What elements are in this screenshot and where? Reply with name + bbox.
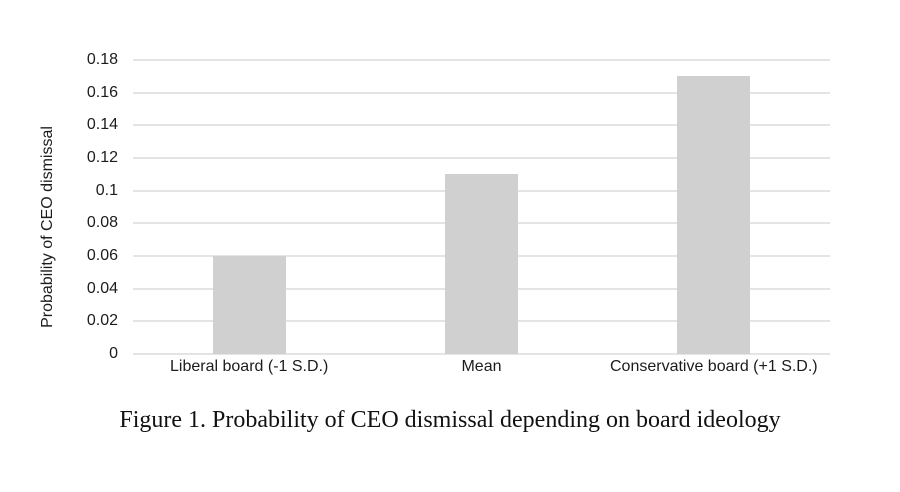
x-axis: Liberal board (-1 S.D.) Mean Conservative …: [133, 358, 830, 376]
y-tick-label: 0.1: [95, 181, 118, 199]
y-tick-label: 0.18: [86, 51, 118, 68]
bar-slot: [365, 60, 597, 354]
gridline: [133, 124, 830, 127]
gridline: [133, 91, 830, 94]
bar-3: [677, 76, 751, 354]
bar-slot: [598, 60, 830, 354]
bar-1: [212, 256, 286, 354]
plot-area: [133, 59, 830, 355]
gridline: [133, 157, 830, 159]
gridline: [133, 353, 830, 355]
x-category-label: Liberal board (-1 S.D.): [170, 358, 329, 375]
figure-caption: Figure 1. Probability of CEO dismissal d…: [119, 407, 781, 433]
bar-slot: [133, 60, 365, 354]
y-tick-label: 0: [109, 345, 118, 362]
x-category-label: Conservative board (+1 S.D.): [609, 358, 818, 375]
y-tick-label: 0.08: [86, 214, 118, 232]
x-category-label: Mean: [461, 358, 502, 375]
gridline: [133, 59, 830, 61]
y-axis: 0 0.02 0.04 0.06 0.08 0.1 0.12 0.14 0.16 0.18: [52, 0, 118, 380]
bars-layer: [133, 60, 830, 354]
y-tick-label: 0.16: [86, 83, 118, 101]
y-tick-label: 0.04: [86, 279, 118, 297]
y-tick-label: 0.06: [86, 247, 118, 264]
y-tick-label: 0.14: [86, 116, 118, 134]
y-tick-label: 0.02: [86, 312, 118, 330]
y-tick-label: 0.12: [86, 149, 118, 166]
bar-2: [444, 174, 518, 354]
